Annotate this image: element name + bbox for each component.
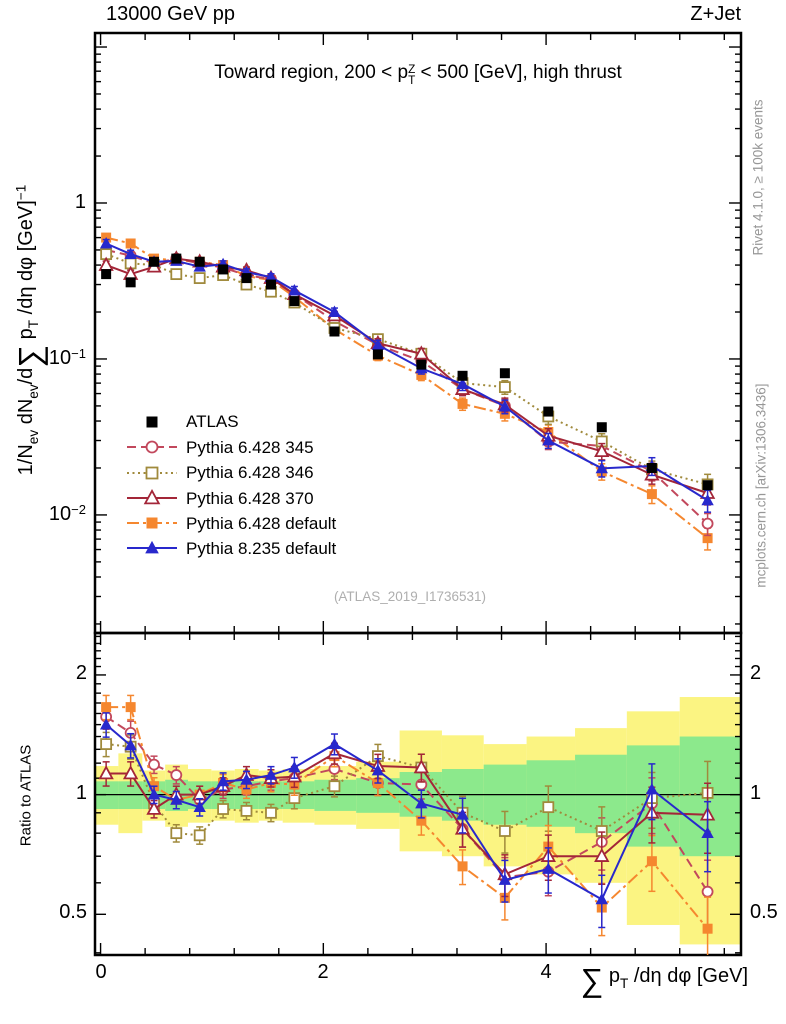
ratio-frame (93, 631, 743, 957)
plot-title-pre: Toward region, 200 < p (214, 62, 409, 83)
ratio-tick-05-right: 0.5 (750, 901, 778, 923)
y-axis-label: 1/Nev dNev/d∑ pT /dη dφ [GeV]−1 (12, 32, 49, 628)
y-tick-1e-1: 10−1 (20, 346, 86, 370)
y-tick-1-base: 1 (74, 190, 86, 213)
header-beam-energy: 13000 GeV pp (106, 3, 235, 25)
ylab-p1: 1/N (15, 444, 38, 476)
ratio-axis-label: Ratio to ATLAS (17, 744, 35, 847)
ratio-tick-05-left: 0.5 (59, 901, 87, 923)
y-tick-1e-1-base: 10 (48, 346, 72, 369)
x-tick-2: 2 (317, 961, 329, 983)
legend-label-pythia-346: Pythia 6.428 346 (186, 463, 314, 482)
y-tick-1e-2-exp: −2 (71, 502, 86, 517)
plot-title-post: < 500 [GeV], high thrust (415, 62, 622, 83)
x-tick-4: 4 (540, 961, 552, 983)
ylab-s1: ev (26, 429, 42, 445)
ylab-s3: T (26, 319, 42, 329)
y-tick-1e-2-base: 10 (48, 502, 72, 525)
x-axis-label: ∑ pT /dη dφ [GeV] (430, 962, 748, 999)
ratio-tick-2-left: 2 (75, 662, 87, 684)
ylab-s2: ev (26, 384, 42, 399)
ylab-p4: p (15, 328, 38, 345)
ratio-tick-2-right: 2 (750, 662, 762, 684)
legend-label-pythia-370: Pythia 6.428 370 (186, 489, 314, 508)
legend-label-atlas: ATLAS (186, 412, 239, 431)
ylab-post: /dη dφ [GeV] (15, 200, 38, 320)
mcplots-reference-note: mcplots.cern.ch [arXiv:1306.3436] (753, 383, 769, 588)
ratio-series (98, 694, 716, 955)
ylab-p3: /d (15, 367, 38, 385)
y-tick-1e-1-exp: −1 (71, 346, 86, 361)
rivet-version-note: Rivet 4.1.0, ≥ 100k events (750, 99, 766, 256)
ylab-p2: dN (15, 398, 38, 430)
header-process: Z+Jet (690, 3, 741, 25)
ratio-tick-1-right: 1 (750, 782, 762, 804)
legend-label-pythia-345: Pythia 6.428 345 (186, 438, 314, 457)
legend-label-pythia8-default: Pythia 8.235 default (186, 539, 337, 558)
plot-title-sub: T (408, 73, 416, 87)
ratio-tick-1-left: 1 (75, 782, 87, 804)
legend-label-pythia6-default: Pythia 6.428 default (186, 514, 337, 533)
y-tick-1e-2: 10−2 (20, 502, 86, 526)
xlab-post: /dη dφ [GeV] (628, 965, 748, 988)
sigma-symbol-x: ∑ (580, 962, 604, 998)
xlab-sub: T (619, 976, 629, 992)
xlab-p: p (603, 965, 620, 988)
y-tick-1: 1 (20, 190, 86, 214)
main-series (98, 232, 716, 551)
analysis-watermark: (ATLAS_2019_I1736531) (333, 589, 487, 604)
x-tick-0: 0 (95, 961, 107, 983)
plot-title-sup: Z (408, 63, 416, 77)
